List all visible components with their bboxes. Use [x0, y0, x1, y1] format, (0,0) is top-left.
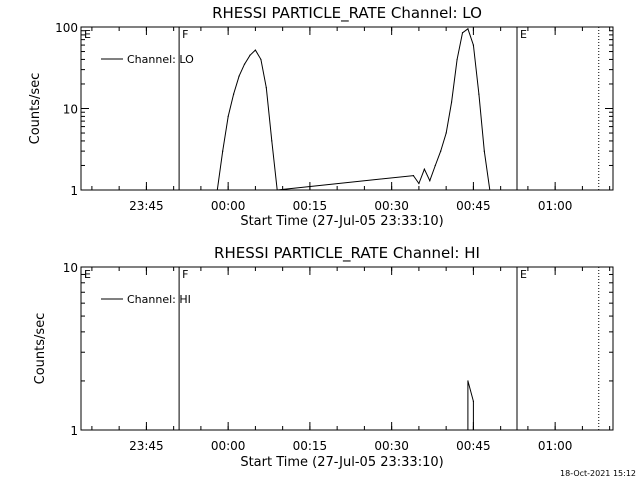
chart-panel-1: RHESSI PARTICLE_RATE Channel: LO 1 10 100 23… [28, 4, 614, 229]
event-marker-label: E [84, 28, 91, 41]
plot-frame [80, 26, 614, 191]
y-tick-label: 10 [63, 261, 78, 275]
x-tick-label: 00:30 [374, 439, 409, 453]
data-point [418, 182, 420, 185]
data-point [467, 429, 469, 430]
data-point [233, 93, 235, 95]
x-axis-label: Start Time (27-Jul-05 23:33:10) [240, 214, 443, 229]
data-point [249, 54, 251, 56]
x-tick-label: 00:15 [293, 199, 328, 213]
x-tick-label: 23:45 [129, 199, 164, 213]
y-axis-label: Counts/sec [28, 73, 43, 145]
data-point [260, 58, 262, 61]
x-tick-label: 00:30 [374, 199, 409, 213]
y-tick-label: 1 [70, 424, 78, 438]
data-point [445, 132, 447, 134]
data-point [478, 93, 480, 95]
data-point [265, 87, 267, 89]
y-tick-label: 100 [55, 21, 78, 35]
x-tick-label: 23:45 [129, 439, 164, 453]
data-point [472, 44, 474, 46]
chart-title: RHESSI PARTICLE_RATE Channel: LO [212, 4, 482, 23]
x-tick-label: 00:00 [211, 199, 246, 213]
chart-title: RHESSI PARTICLE_RATE Channel: HI [214, 244, 480, 263]
chart-panel-2: RHESSI PARTICLE_RATE Channel: HI 1 10 23:45… [33, 244, 614, 470]
event-marker-label: F [182, 268, 188, 281]
data-point [467, 28, 469, 30]
data-point [461, 32, 464, 34]
event-marker-label: E [520, 268, 527, 281]
data-point [216, 189, 218, 190]
data-point [412, 175, 415, 177]
data-point [483, 150, 485, 152]
data-point [423, 168, 425, 170]
data-point [222, 150, 224, 152]
y-tick-label: 1 [70, 184, 78, 198]
data-point [467, 380, 469, 382]
data-point [434, 164, 436, 167]
series-line [216, 27, 491, 190]
x-axis-label: Start Time (27-Jul-05 23:33:10) [240, 455, 443, 470]
data-point [429, 180, 431, 182]
x-tick-label: 01:00 [538, 199, 573, 213]
plot-frame [80, 266, 614, 431]
data-point [440, 150, 442, 152]
data-point [227, 115, 229, 117]
data-point [243, 63, 246, 65]
x-tick-label: 00:45 [456, 439, 491, 453]
data-point [451, 101, 453, 103]
legend-label: Channel: LO [127, 53, 194, 66]
x-tick-label: 01:00 [538, 439, 573, 453]
x-tick-label: 00:00 [211, 439, 246, 453]
data-point [238, 75, 240, 77]
data-point [276, 189, 278, 190]
legend-label: Channel: HI [127, 293, 191, 306]
event-marker-label: F [182, 28, 188, 41]
event-marker-label: E [84, 268, 91, 281]
x-tick-label: 00:15 [293, 439, 328, 453]
footer-timestamp: 18-Oct-2021 15:12 [560, 469, 636, 478]
data-point [271, 140, 273, 142]
data-point [456, 58, 458, 61]
x-tick-label: 00:45 [456, 199, 491, 213]
event-marker-label: E [520, 28, 527, 41]
series-line [467, 380, 474, 430]
y-tick-label: 10 [63, 103, 78, 117]
data-point [254, 49, 256, 51]
data-point [472, 400, 474, 402]
y-axis-label: Counts/sec [33, 313, 48, 385]
data-point [489, 189, 491, 190]
data-point [472, 429, 474, 430]
